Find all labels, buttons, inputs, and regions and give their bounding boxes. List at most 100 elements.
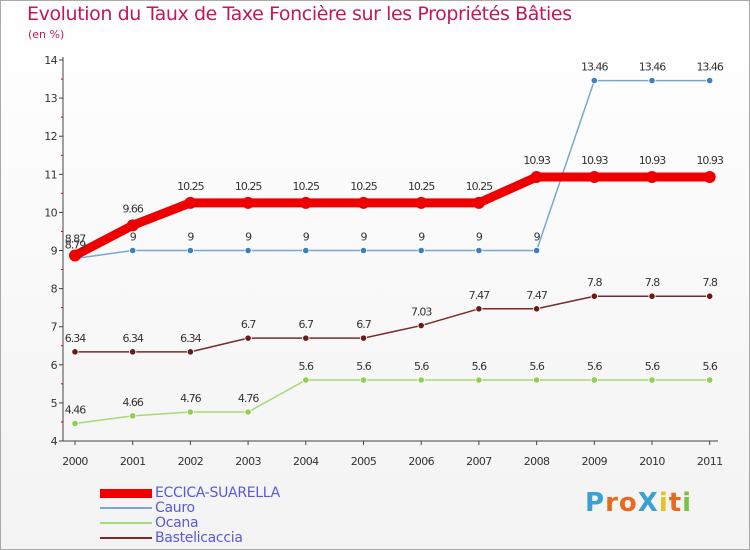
data-label: 4.76: [238, 392, 259, 405]
legend-swatch: [100, 507, 152, 509]
data-point: [357, 196, 370, 209]
proxiti-logo: ProXiti: [585, 488, 692, 518]
logo-letter: t: [668, 488, 683, 518]
data-label: 9: [245, 231, 252, 244]
data-label: 7.8: [702, 276, 717, 289]
x-tick-label: 2010: [639, 455, 665, 468]
data-point: [590, 76, 598, 85]
y-tick-label: 5: [51, 397, 58, 410]
data-point: [244, 334, 252, 342]
data-point: [648, 76, 656, 85]
data-point: [129, 246, 137, 255]
y-axis-unit: (en %): [28, 28, 65, 41]
x-tick-label: 2003: [235, 455, 261, 468]
legend-label: Cauro: [155, 500, 195, 516]
legend-label: Bastelicaccia: [155, 530, 243, 546]
data-label: 13.46: [581, 61, 608, 74]
data-label: 7.8: [587, 276, 602, 289]
data-label: 10.93: [696, 154, 723, 167]
data-point: [417, 321, 425, 330]
data-point: [129, 412, 137, 420]
data-point: [590, 292, 598, 300]
data-label: 13.46: [639, 61, 666, 74]
data-point: [532, 246, 541, 255]
data-label: 6.34: [122, 332, 143, 345]
data-label: 9: [418, 231, 425, 244]
data-label: 10.25: [466, 180, 493, 193]
data-point: [244, 246, 252, 255]
data-point: [359, 334, 368, 342]
logo-letter: r: [605, 488, 619, 518]
x-tick-label: 2000: [62, 455, 88, 468]
data-label: 9: [361, 231, 368, 244]
x-tick-label: 2004: [293, 455, 319, 468]
logo-letter: i: [658, 488, 669, 518]
y-tick-label: 6: [51, 359, 58, 372]
data-point: [532, 305, 541, 313]
y-tick-label: 12: [44, 130, 57, 143]
x-tick-label: 2001: [120, 455, 146, 468]
data-label: 7.8: [645, 276, 660, 289]
data-point: [302, 334, 310, 342]
series-line-cauro: [74, 79, 711, 260]
data-point: [129, 348, 137, 356]
data-point: [186, 246, 194, 255]
data-point: [359, 376, 368, 384]
y-tick-label: 14: [44, 54, 57, 67]
data-point: [71, 419, 79, 428]
y-tick-label: 13: [44, 92, 57, 105]
data-label: 10.93: [523, 154, 550, 167]
legend-swatch: [100, 522, 152, 524]
data-label: 9: [303, 231, 310, 244]
data-label: 7.47: [526, 289, 547, 302]
data-point: [302, 376, 310, 384]
data-point: [475, 305, 483, 313]
x-tick-label: 2007: [466, 455, 492, 468]
data-label: 10.93: [581, 154, 608, 167]
data-point: [186, 408, 194, 416]
data-label: 10.25: [293, 180, 320, 193]
data-label: 7.03: [411, 306, 432, 319]
logo-letter: P: [585, 488, 606, 518]
data-label: 4.46: [65, 403, 86, 416]
legend-label: Ocana: [155, 515, 199, 531]
x-tick-label: 2002: [178, 455, 204, 468]
y-tick-label: 8: [51, 283, 58, 296]
data-point: [646, 170, 658, 183]
data-label: 10.25: [177, 180, 204, 193]
data-label: 10.25: [235, 180, 262, 193]
data-label: 6.7: [241, 318, 256, 331]
legend-label: ECCICA-SUARELLA: [155, 485, 280, 501]
series-line-eccica-suarella: [70, 172, 715, 260]
data-point: [415, 196, 428, 209]
data-point: [417, 246, 425, 255]
data-point: [530, 170, 543, 183]
data-label: 9: [187, 231, 194, 244]
data-point: [532, 376, 541, 384]
data-label: 4.66: [122, 396, 143, 409]
data-label: 6.34: [180, 332, 201, 345]
data-label: 9: [476, 231, 483, 244]
data-point: [417, 376, 425, 384]
data-point: [359, 246, 368, 255]
y-tick-label: 7: [51, 321, 58, 334]
x-tick-label: 2008: [524, 455, 550, 468]
data-point: [472, 196, 485, 209]
legend-swatch: [100, 489, 152, 498]
data-label: 6.7: [356, 318, 371, 331]
data-label: 5.6: [414, 360, 429, 373]
data-labels: 4.46 4.66 4.76 4.76 5.6 5.6 5.6 5.6 5.6 5.6 5.6 5.6…: [65, 61, 725, 417]
data-point: [706, 292, 714, 300]
chart-title: Evolution du Taux de Taxe Foncière sur l…: [27, 3, 572, 25]
x-tick-label: 2009: [581, 455, 607, 468]
data-label: 6.7: [299, 318, 314, 331]
data-points: [69, 76, 716, 428]
data-label: 10.93: [639, 154, 666, 167]
logo-letter: i: [682, 488, 693, 518]
data-label: 9: [130, 231, 137, 244]
data-point: [299, 196, 312, 209]
data-point: [706, 376, 714, 384]
data-label: 5.6: [299, 360, 314, 373]
